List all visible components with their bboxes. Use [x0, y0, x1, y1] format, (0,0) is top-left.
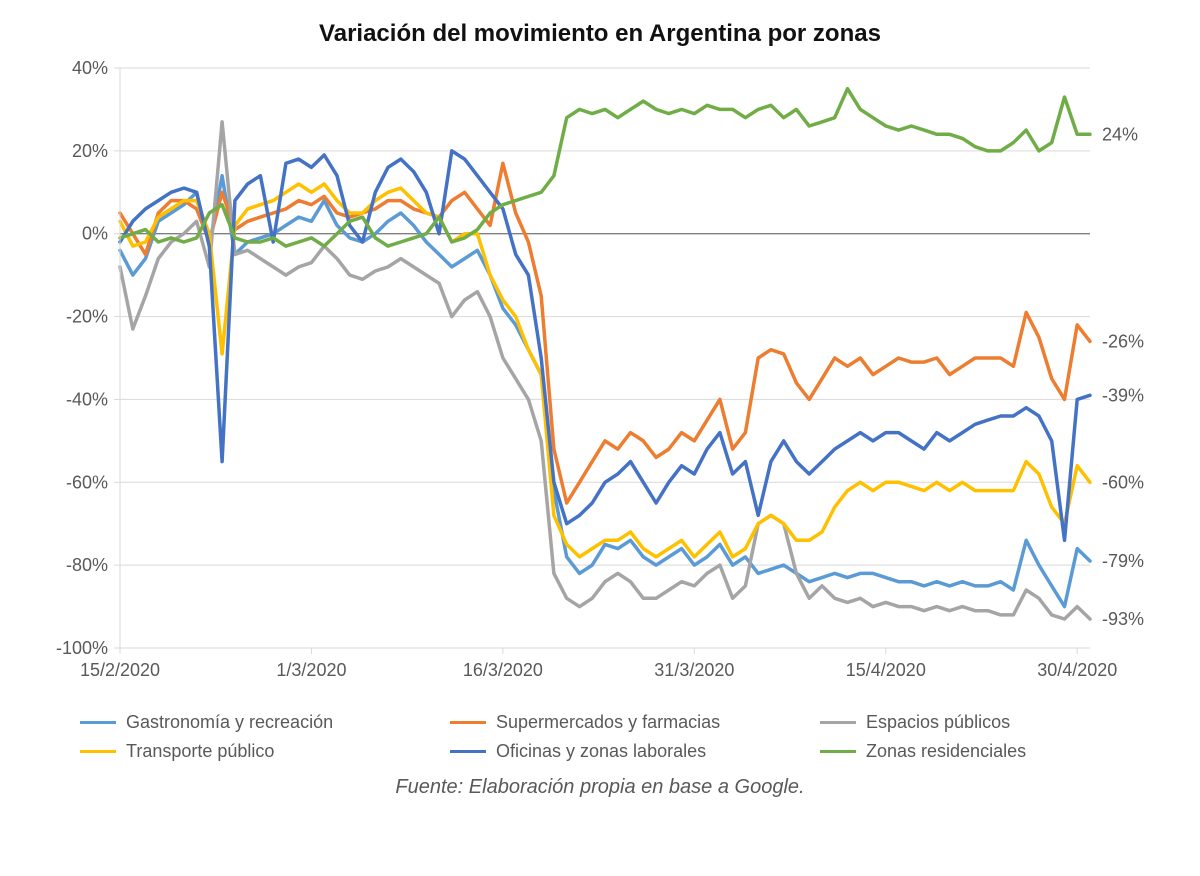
- legend-swatch: [450, 750, 486, 753]
- x-tick-label: 15/4/2020: [846, 660, 926, 680]
- legend-label: Supermercados y farmacias: [496, 712, 720, 733]
- y-tick-label: 0%: [82, 224, 108, 244]
- series-end-label: -39%: [1102, 385, 1144, 405]
- y-tick-label: -60%: [66, 472, 108, 492]
- series-end-label: -60%: [1102, 472, 1144, 492]
- x-tick-label: 31/3/2020: [654, 660, 734, 680]
- y-tick-label: -20%: [66, 307, 108, 327]
- series-end-label: -79%: [1102, 551, 1144, 571]
- legend-item: Gastronomía y recreación: [80, 712, 410, 733]
- y-tick-label: -100%: [56, 638, 108, 658]
- legend-swatch: [80, 721, 116, 724]
- legend-swatch: [450, 721, 486, 724]
- legend-swatch: [820, 721, 856, 724]
- x-tick-label: 30/4/2020: [1037, 660, 1117, 680]
- legend-swatch: [80, 750, 116, 753]
- legend-label: Oficinas y zonas laborales: [496, 741, 706, 762]
- legend-label: Zonas residenciales: [866, 741, 1026, 762]
- series-line: [120, 89, 1090, 246]
- series-line: [120, 163, 1090, 503]
- legend-item: Espacios públicos: [820, 712, 1150, 733]
- chart-svg: 40% 20% 0% -20% -40% -60% -80% -100%15/2/2020 1/…: [30, 58, 1170, 698]
- legend-item: Oficinas y zonas laborales: [450, 741, 780, 762]
- x-tick-label: 16/3/2020: [463, 660, 543, 680]
- series-end-label: 24%: [1102, 124, 1138, 144]
- chart-plot: 40% 20% 0% -20% -40% -60% -80% -100%15/2/2020 1/…: [30, 58, 1170, 698]
- y-tick-label: 20%: [72, 141, 108, 161]
- legend-label: Transporte público: [126, 741, 274, 762]
- series-end-label: -93%: [1102, 609, 1144, 629]
- y-tick-label: -40%: [66, 389, 108, 409]
- chart-container: Variación del movimiento en Argentina po…: [0, 0, 1200, 876]
- series-end-label: -26%: [1102, 331, 1144, 351]
- x-tick-label: 1/3/2020: [276, 660, 346, 680]
- legend-item: Zonas residenciales: [820, 741, 1150, 762]
- y-tick-label: -80%: [66, 555, 108, 575]
- legend-label: Espacios públicos: [866, 712, 1010, 733]
- x-tick-label: 15/2/2020: [80, 660, 160, 680]
- y-tick-label: 40%: [72, 58, 108, 78]
- legend: Gastronomía y recreación Supermercados y …: [80, 712, 1150, 762]
- legend-item: Transporte público: [80, 741, 410, 762]
- source-note: Fuente: Elaboración propia en base a Goo…: [30, 776, 1170, 799]
- legend-label: Gastronomía y recreación: [126, 712, 333, 733]
- legend-item: Supermercados y farmacias: [450, 712, 780, 733]
- legend-swatch: [820, 750, 856, 753]
- chart-title: Variación del movimiento en Argentina po…: [30, 20, 1170, 48]
